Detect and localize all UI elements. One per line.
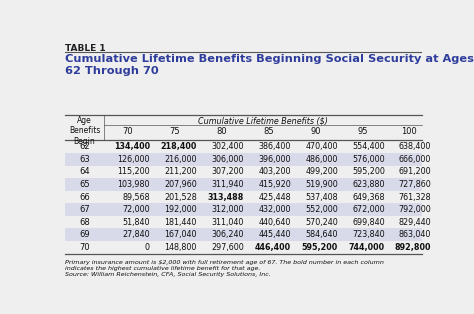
Text: 216,000: 216,000: [164, 155, 197, 164]
Text: 638,400: 638,400: [398, 142, 431, 151]
Text: 727,860: 727,860: [398, 180, 431, 189]
Text: 64: 64: [79, 167, 90, 176]
Text: 666,000: 666,000: [398, 155, 431, 164]
Text: 134,400: 134,400: [114, 142, 150, 151]
Text: 623,880: 623,880: [353, 180, 385, 189]
Text: 69: 69: [79, 230, 90, 239]
Bar: [65, 178, 422, 191]
Text: 95: 95: [358, 127, 368, 136]
Text: 70: 70: [79, 243, 90, 252]
Text: 744,000: 744,000: [349, 243, 385, 252]
Text: 148,800: 148,800: [164, 243, 197, 252]
Text: 595,200: 595,200: [352, 167, 385, 176]
Text: 66: 66: [79, 192, 90, 202]
Text: 723,840: 723,840: [353, 230, 385, 239]
Text: 85: 85: [264, 127, 274, 136]
Text: 100: 100: [401, 127, 417, 136]
Text: 595,200: 595,200: [302, 243, 338, 252]
Text: 181,440: 181,440: [164, 218, 197, 227]
Text: 67: 67: [79, 205, 90, 214]
Text: 80: 80: [217, 127, 228, 136]
Text: Primary insurance amount is $2,000 with full retirement age of 67. The bold numb: Primary insurance amount is $2,000 with …: [65, 260, 383, 278]
Text: 302,400: 302,400: [211, 142, 244, 151]
Text: 761,328: 761,328: [398, 192, 431, 202]
Text: 554,400: 554,400: [353, 142, 385, 151]
Text: TABLE 1: TABLE 1: [65, 44, 105, 53]
Text: 27,840: 27,840: [122, 230, 150, 239]
Bar: [65, 229, 422, 241]
Text: 470,400: 470,400: [306, 142, 338, 151]
Text: 313,488: 313,488: [208, 192, 244, 202]
Text: 415,920: 415,920: [258, 180, 291, 189]
Text: 103,980: 103,980: [118, 180, 150, 189]
Text: 445,440: 445,440: [258, 230, 291, 239]
Text: 75: 75: [170, 127, 180, 136]
Text: 386,400: 386,400: [259, 142, 291, 151]
Text: 126,000: 126,000: [118, 155, 150, 164]
Text: 699,840: 699,840: [353, 218, 385, 227]
Text: 218,400: 218,400: [161, 142, 197, 151]
Text: 89,568: 89,568: [122, 192, 150, 202]
Text: 499,200: 499,200: [305, 167, 338, 176]
Text: 486,000: 486,000: [306, 155, 338, 164]
Text: 425,448: 425,448: [258, 192, 291, 202]
Text: 691,200: 691,200: [398, 167, 431, 176]
Text: 72,000: 72,000: [122, 205, 150, 214]
Text: 396,000: 396,000: [258, 155, 291, 164]
Text: 829,440: 829,440: [398, 218, 431, 227]
Text: 552,000: 552,000: [305, 205, 338, 214]
Text: 51,840: 51,840: [122, 218, 150, 227]
Text: 403,200: 403,200: [258, 167, 291, 176]
Text: 68: 68: [79, 218, 90, 227]
Text: 519,900: 519,900: [305, 180, 338, 189]
Text: 312,000: 312,000: [211, 205, 244, 214]
Text: 306,000: 306,000: [212, 155, 244, 164]
Text: 576,000: 576,000: [353, 155, 385, 164]
Bar: [65, 203, 422, 216]
Text: 297,600: 297,600: [211, 243, 244, 252]
Text: 307,200: 307,200: [211, 167, 244, 176]
Text: 672,000: 672,000: [353, 205, 385, 214]
Text: Cumulative Lifetime Benefits ($): Cumulative Lifetime Benefits ($): [199, 117, 328, 126]
Text: 70: 70: [123, 127, 133, 136]
Text: 649,368: 649,368: [353, 192, 385, 202]
Text: 62: 62: [79, 142, 90, 151]
Text: 792,000: 792,000: [398, 205, 431, 214]
Text: 211,200: 211,200: [164, 167, 197, 176]
Text: 863,040: 863,040: [398, 230, 431, 239]
Text: 584,640: 584,640: [306, 230, 338, 239]
Text: 207,960: 207,960: [164, 180, 197, 189]
Text: 440,640: 440,640: [259, 218, 291, 227]
Text: 115,200: 115,200: [118, 167, 150, 176]
Text: 201,528: 201,528: [164, 192, 197, 202]
Text: 311,940: 311,940: [211, 180, 244, 189]
Text: 65: 65: [79, 180, 90, 189]
Text: Age
Benefits
Begin: Age Benefits Begin: [69, 116, 100, 146]
Text: 570,240: 570,240: [305, 218, 338, 227]
Text: Cumulative Lifetime Benefits Beginning Social Security at Ages
62 Through 70: Cumulative Lifetime Benefits Beginning S…: [65, 54, 474, 76]
Text: 446,400: 446,400: [255, 243, 291, 252]
Text: 432,000: 432,000: [258, 205, 291, 214]
Text: 90: 90: [311, 127, 321, 136]
Text: 537,408: 537,408: [305, 192, 338, 202]
Bar: [65, 153, 422, 165]
Text: 311,040: 311,040: [212, 218, 244, 227]
Text: 167,040: 167,040: [164, 230, 197, 239]
Text: 63: 63: [79, 155, 90, 164]
Text: 892,800: 892,800: [394, 243, 431, 252]
Text: 0: 0: [145, 243, 150, 252]
Text: 306,240: 306,240: [211, 230, 244, 239]
Text: 192,000: 192,000: [164, 205, 197, 214]
